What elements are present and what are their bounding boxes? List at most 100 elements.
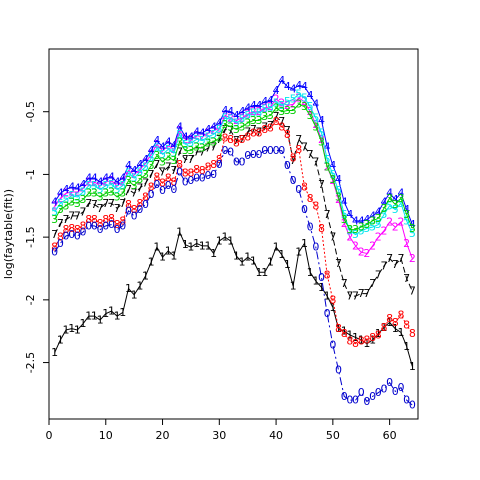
data-point: 8 (159, 177, 166, 190)
data-point: 5 (102, 179, 109, 192)
data-point: 3 (204, 137, 211, 150)
data-point: 2 (148, 148, 155, 161)
data-point: 1 (267, 256, 274, 269)
data-point: 1 (57, 333, 64, 346)
data-point: 7 (80, 206, 87, 219)
data-point: 1 (318, 281, 325, 294)
data-point: 3 (307, 109, 314, 122)
data-point: 7 (176, 145, 183, 158)
data-point: 2 (176, 124, 183, 137)
data-point: 1 (250, 254, 257, 267)
data-point: 0 (278, 144, 285, 157)
data-point: 5 (182, 138, 189, 151)
data-point: 3 (403, 208, 410, 221)
series-1: 1111111111111111111111111111111111111111… (51, 226, 416, 373)
y-tick-label: -2 (24, 294, 37, 305)
data-point: 8 (51, 241, 58, 254)
data-point: 4 (102, 172, 109, 185)
data-point: 2 (295, 91, 302, 104)
data-point: 2 (131, 168, 138, 181)
data-point: 3 (80, 193, 87, 206)
data-point: 4 (369, 209, 376, 222)
data-point: 4 (227, 105, 234, 118)
data-point: 7 (182, 153, 189, 166)
data-point: 4 (278, 74, 285, 87)
data-point: 0 (307, 221, 314, 234)
data-point: 4 (341, 196, 348, 209)
data-point: 4 (136, 158, 143, 171)
data-point: 2 (153, 138, 160, 151)
data-point: 1 (142, 270, 149, 283)
data-point: 5 (409, 227, 416, 240)
data-point: 0 (324, 307, 331, 320)
data-point: 5 (375, 218, 382, 231)
data-point: 3 (148, 159, 155, 172)
data-point: 4 (358, 214, 365, 227)
data-point: 7 (108, 197, 115, 210)
data-point: 5 (221, 111, 228, 124)
data-point: 0 (397, 381, 404, 394)
data-point: 3 (51, 213, 58, 226)
data-point: 2 (375, 231, 382, 244)
data-point: 0 (250, 148, 257, 161)
data-point: 0 (295, 183, 302, 196)
data-point: 3 (261, 110, 268, 123)
data-point: 0 (108, 218, 115, 231)
data-point: 7 (295, 133, 302, 146)
data-point: 7 (153, 158, 160, 171)
data-point: 3 (352, 223, 359, 236)
data-point: 1 (102, 307, 109, 320)
data-point: 5 (369, 221, 376, 234)
data-point: 7 (148, 168, 155, 181)
data-point: 5 (307, 100, 314, 113)
data-point: 0 (363, 395, 370, 408)
data-point: 1 (131, 288, 138, 301)
data-point: 2 (244, 108, 251, 121)
data-point: 3 (182, 144, 189, 157)
data-point: 8 (403, 318, 410, 331)
data-point: 3 (136, 173, 143, 186)
data-point: 7 (63, 213, 70, 226)
data-point: 8 (375, 328, 382, 341)
data-point: 1 (324, 290, 331, 303)
series-line (54, 150, 413, 406)
data-point: 4 (80, 178, 87, 191)
data-point: 7 (227, 124, 234, 137)
data-point: 5 (91, 179, 98, 192)
data-point: 2 (301, 95, 308, 108)
data-point: 2 (346, 231, 353, 244)
data-point: 8 (369, 331, 376, 344)
data-point: 7 (346, 290, 353, 303)
data-point: 5 (250, 106, 257, 119)
data-point: 8 (312, 199, 319, 212)
data-point: 1 (63, 323, 70, 336)
data-point: 3 (210, 135, 217, 148)
data-point: 1 (204, 239, 211, 252)
data-point: 1 (68, 322, 75, 335)
data-point: 4 (114, 175, 121, 188)
data-point: 5 (290, 93, 297, 106)
data-point: 4 (63, 183, 70, 196)
data-point: 7 (369, 277, 376, 290)
data-point: 0 (148, 188, 155, 201)
data-point: 1 (244, 251, 251, 264)
data-point: 7 (307, 148, 314, 161)
data-point: 8 (119, 214, 126, 227)
data-point: 0 (119, 219, 126, 232)
data-point: 4 (85, 172, 92, 185)
data-point: 5 (74, 191, 81, 204)
data-point: 5 (153, 142, 160, 155)
data-point: 4 (284, 80, 291, 93)
data-point: 5 (193, 133, 200, 146)
data-point: 7 (380, 259, 387, 272)
data-point: 5 (80, 185, 87, 198)
data-point: 2 (80, 182, 87, 195)
x-tick-label: 0 (46, 429, 53, 442)
series-3: 3333333333333333333333333333333333333333… (51, 98, 416, 236)
data-point: 7 (244, 125, 251, 138)
data-point: 8 (85, 213, 92, 226)
data-point: 8 (409, 327, 416, 340)
data-point: 5 (216, 123, 223, 136)
data-point: 4 (204, 123, 211, 136)
data-point: 3 (176, 135, 183, 148)
